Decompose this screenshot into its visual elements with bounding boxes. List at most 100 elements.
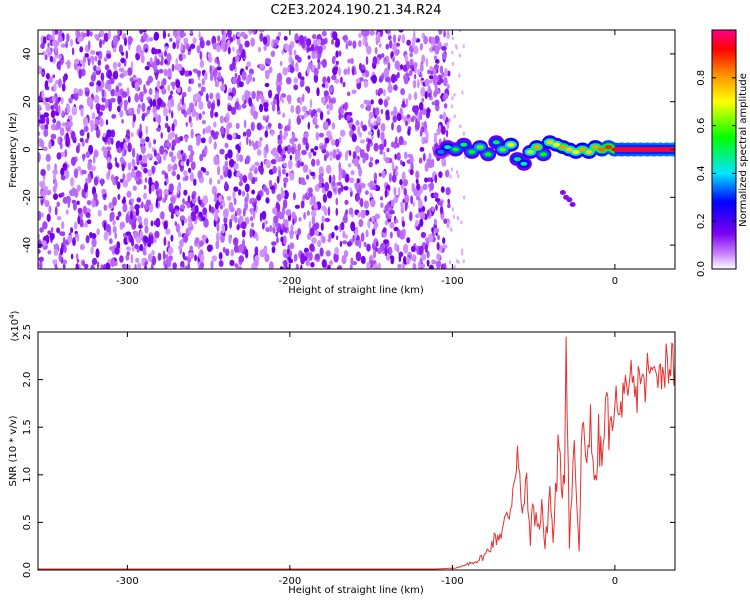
signal-point bbox=[526, 149, 534, 154]
noise-speckle bbox=[202, 207, 208, 215]
noise-speckle bbox=[153, 149, 157, 157]
noise-speckle bbox=[451, 207, 455, 212]
noise-speckle bbox=[441, 45, 447, 51]
noise-speckle bbox=[84, 182, 88, 193]
noise-speckle bbox=[236, 170, 241, 177]
noise-speckle bbox=[195, 113, 199, 121]
noise-speckle bbox=[101, 146, 107, 152]
noise-speckle bbox=[325, 164, 332, 174]
noise-speckle bbox=[377, 128, 380, 139]
noise-speckle bbox=[178, 231, 182, 238]
noise-speckle bbox=[435, 260, 442, 269]
noise-speckle bbox=[202, 167, 206, 173]
noise-speckle bbox=[183, 170, 188, 176]
noise-speckle bbox=[73, 201, 77, 211]
noise-speckle bbox=[419, 147, 425, 152]
noise-speckle bbox=[388, 40, 393, 49]
noise-speckle bbox=[153, 236, 157, 244]
noise-speckle bbox=[85, 151, 91, 159]
noise-speckle bbox=[58, 53, 62, 60]
noise-speckle bbox=[130, 170, 136, 178]
noise-speckle bbox=[107, 169, 111, 177]
noise-speckle bbox=[354, 182, 360, 190]
noise-speckle bbox=[276, 236, 279, 244]
noise-speckle bbox=[185, 121, 189, 127]
noise-speckle bbox=[426, 177, 432, 183]
noise-speckle bbox=[152, 98, 157, 109]
noise-speckle bbox=[355, 120, 360, 126]
noise-speckle bbox=[220, 233, 225, 243]
noise-speckle bbox=[434, 45, 440, 55]
noise-speckle bbox=[82, 61, 86, 69]
noise-speckle bbox=[40, 42, 45, 49]
noise-speckle bbox=[356, 178, 360, 184]
noise-speckle bbox=[313, 67, 319, 76]
noise-speckle bbox=[445, 169, 450, 178]
noise-speckle bbox=[400, 88, 405, 96]
noise-speckle bbox=[38, 131, 41, 137]
noise-speckle bbox=[129, 77, 134, 82]
noise-speckle bbox=[244, 40, 250, 48]
noise-speckle bbox=[47, 250, 52, 255]
noise-speckle bbox=[450, 167, 454, 172]
noise-speckle bbox=[217, 60, 221, 67]
noise-speckle bbox=[74, 58, 80, 65]
noise-speckle bbox=[216, 99, 221, 107]
noise-speckle bbox=[364, 209, 370, 216]
noise-speckle bbox=[276, 212, 282, 218]
noise-speckle bbox=[79, 218, 84, 228]
noise-speckle bbox=[189, 172, 194, 182]
noise-speckle bbox=[408, 70, 413, 77]
noise-speckle bbox=[409, 58, 414, 66]
noise-speckle bbox=[144, 225, 149, 234]
noise-speckle bbox=[421, 54, 426, 64]
x-tick-label: 0 bbox=[612, 576, 618, 587]
signal-point bbox=[546, 140, 554, 145]
noise-speckle bbox=[409, 155, 414, 165]
noise-speckle bbox=[187, 144, 193, 152]
noise-speckle bbox=[125, 254, 130, 261]
noise-speckle bbox=[398, 30, 404, 33]
noise-speckle bbox=[277, 139, 283, 145]
noise-speckle bbox=[412, 39, 415, 49]
noise-speckle bbox=[227, 46, 231, 55]
noise-speckle bbox=[294, 54, 300, 61]
x-tick-label: -300 bbox=[116, 276, 139, 287]
noise-speckle bbox=[355, 251, 362, 262]
noise-speckle bbox=[228, 234, 232, 244]
noise-speckle bbox=[205, 40, 211, 46]
noise-speckle bbox=[421, 137, 425, 145]
noise-speckle bbox=[398, 34, 402, 40]
noise-speckle bbox=[202, 111, 206, 115]
noise-speckle bbox=[127, 162, 132, 171]
noise-speckle bbox=[277, 86, 280, 97]
noise-speckle bbox=[115, 175, 118, 186]
noise-speckle bbox=[386, 30, 391, 34]
noise-speckle bbox=[106, 129, 112, 138]
noise-speckle bbox=[150, 234, 154, 245]
noise-speckle bbox=[297, 72, 302, 79]
noise-speckle bbox=[56, 216, 62, 221]
noise-speckle bbox=[377, 185, 381, 191]
noise-speckle bbox=[91, 257, 98, 266]
noise-speckle bbox=[448, 260, 452, 265]
noise-speckle bbox=[198, 240, 204, 247]
noise-speckle bbox=[372, 263, 379, 269]
noise-speckle bbox=[81, 260, 86, 267]
noise-speckle bbox=[282, 67, 288, 76]
noise-speckle bbox=[262, 36, 268, 45]
noise-speckle bbox=[48, 140, 52, 150]
noise-speckle bbox=[308, 187, 313, 195]
noise-speckle bbox=[270, 159, 277, 165]
noise-speckle bbox=[374, 107, 380, 116]
noise-speckle bbox=[181, 108, 186, 115]
noise-speckle bbox=[314, 230, 320, 237]
noise-speckle bbox=[107, 69, 113, 80]
noise-speckle bbox=[148, 184, 152, 195]
noise-speckle bbox=[187, 51, 191, 56]
noise-speckle bbox=[374, 213, 380, 220]
noise-speckle bbox=[170, 97, 174, 106]
noise-speckle bbox=[412, 201, 415, 207]
noise-speckle bbox=[368, 117, 371, 128]
noise-speckle bbox=[229, 36, 234, 43]
